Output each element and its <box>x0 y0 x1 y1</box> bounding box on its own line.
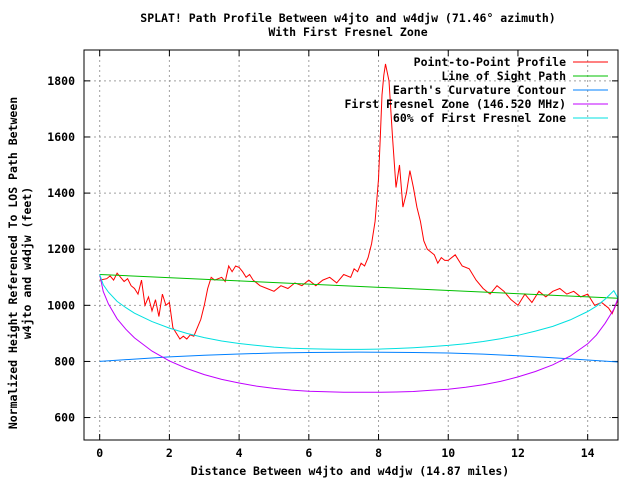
series-line-4 <box>99 274 619 350</box>
x-tick-label: 14 <box>581 446 595 460</box>
plot-series <box>99 63 619 393</box>
x-tick-label: 8 <box>375 446 382 460</box>
chart-subtitle: With First Fresnel Zone <box>268 25 427 39</box>
y-tick-label: 1000 <box>47 298 75 312</box>
y-tick-label: 1800 <box>47 74 75 88</box>
series-line-2 <box>99 351 619 363</box>
y-axis-label-line2: w4jto and w4djw (feet) <box>20 187 34 339</box>
y-tick-label: 1200 <box>47 242 75 256</box>
y-tick-label: 600 <box>54 411 75 425</box>
plot-frame <box>83 49 619 441</box>
y-tick-label: 800 <box>54 354 75 368</box>
series-line-1 <box>99 274 619 299</box>
grid <box>84 50 618 440</box>
legend-label-4: 60% of First Fresnel Zone <box>393 111 566 125</box>
legend-label-0: Point-to-Point Profile <box>414 55 566 69</box>
y-ticks: 600 800 1000 1200 1400 1600 1800 <box>47 74 618 425</box>
x-tick-label: 12 <box>511 446 525 460</box>
x-tick-label: 0 <box>96 446 103 460</box>
chart-title: SPLAT! Path Profile Between w4jto and w4… <box>140 11 555 25</box>
legend-label-1: Line of Sight Path <box>441 69 566 83</box>
series-line-0 <box>99 63 619 340</box>
legend-label-2: Earth's Curvature Contour <box>393 83 566 97</box>
x-ticks: 0 2 4 6 8 10 12 14 <box>96 50 595 460</box>
series-line-3 <box>99 274 619 393</box>
x-tick-label: 10 <box>441 446 455 460</box>
y-tick-label: 1400 <box>47 186 75 200</box>
y-axis-label-line1: Normalized Height Referenced To LOS Path… <box>6 97 20 429</box>
x-tick-label: 2 <box>166 446 173 460</box>
x-tick-label: 4 <box>236 446 243 460</box>
x-axis-label: Distance Between w4jto and w4djw (14.87 … <box>191 464 510 478</box>
y-tick-label: 1600 <box>47 130 75 144</box>
x-tick-label: 6 <box>305 446 312 460</box>
legend-label-3: First Fresnel Zone (146.520 MHz) <box>344 97 566 111</box>
